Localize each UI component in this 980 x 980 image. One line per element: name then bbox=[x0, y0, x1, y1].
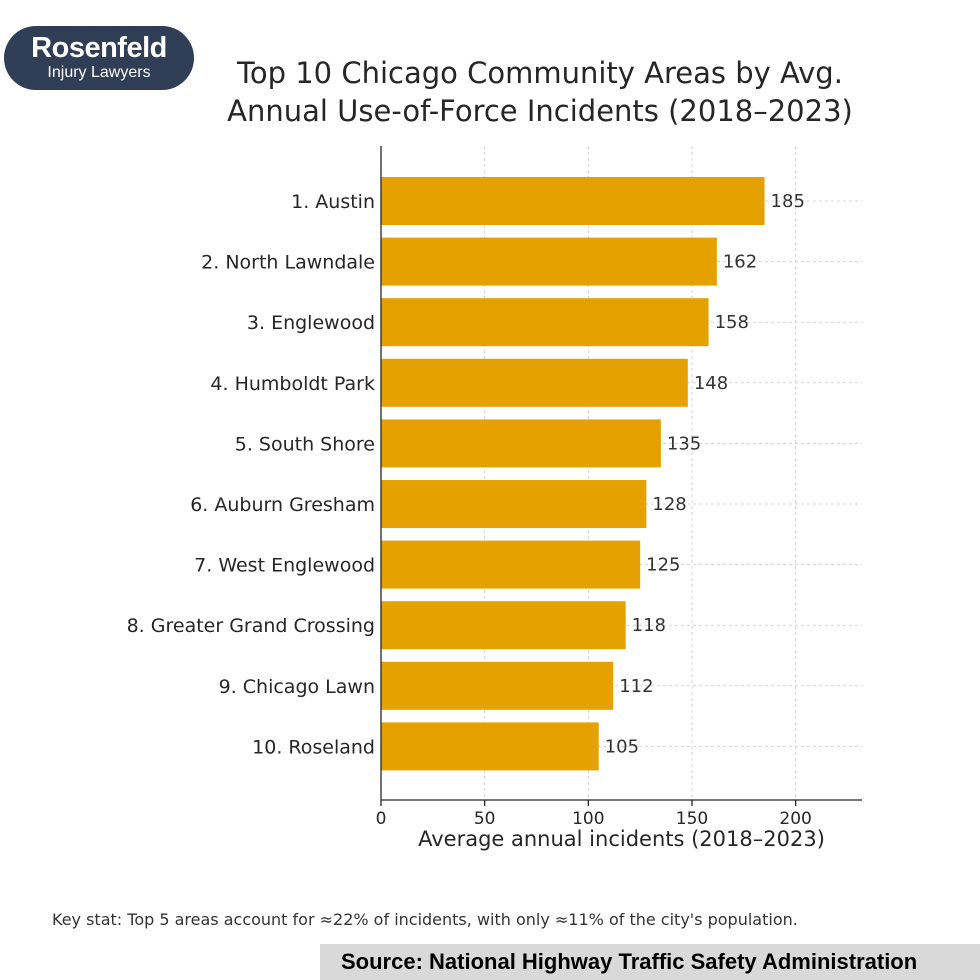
bar-7 bbox=[381, 540, 641, 589]
bar-9 bbox=[381, 661, 614, 710]
logo-name: Rosenfeld bbox=[31, 32, 167, 64]
x-tick-label-4: 200 bbox=[779, 809, 811, 829]
key-stat-note: Key stat: Top 5 areas account for ≈22% o… bbox=[52, 910, 798, 929]
category-label-4: 4. Humboldt Park bbox=[210, 373, 375, 395]
logo-tagline: Injury Lawyers bbox=[47, 64, 151, 81]
category-label-1: 1. Austin bbox=[291, 191, 375, 213]
category-label-5: 5. South Shore bbox=[235, 433, 375, 455]
value-label-3: 158 bbox=[715, 312, 749, 333]
bar-4 bbox=[381, 358, 688, 407]
category-label-7: 7. West Englewood bbox=[194, 555, 375, 577]
bar-6 bbox=[381, 480, 647, 528]
company-logo: Rosenfeld Injury Lawyers bbox=[4, 26, 194, 90]
bar-3 bbox=[381, 298, 709, 347]
category-label-10: 10. Roseland bbox=[252, 736, 375, 758]
value-label-6: 128 bbox=[652, 494, 686, 515]
bar-10 bbox=[381, 722, 599, 771]
x-tick-label-1: 50 bbox=[474, 809, 496, 829]
bar-1 bbox=[381, 177, 765, 225]
x-tick-label-2: 100 bbox=[572, 809, 604, 829]
value-label-4: 148 bbox=[694, 373, 728, 394]
category-label-6: 6. Auburn Gresham bbox=[190, 494, 375, 516]
bar-2 bbox=[381, 237, 717, 286]
category-label-3: 3. Englewood bbox=[247, 312, 375, 334]
category-label-8: 8. Greater Grand Crossing bbox=[127, 615, 375, 637]
chart-title-line-1: Top 10 Chicago Community Areas by Avg. bbox=[237, 56, 843, 90]
value-label-1: 185 bbox=[771, 191, 805, 212]
value-label-2: 162 bbox=[723, 252, 757, 273]
bar-8 bbox=[381, 601, 626, 650]
value-label-9: 112 bbox=[619, 676, 653, 697]
category-label-9: 9. Chicago Lawn bbox=[219, 676, 375, 698]
source-banner: Source: National Highway Traffic Safety … bbox=[320, 944, 980, 980]
bar-5 bbox=[381, 419, 661, 468]
chart-title-line-2: Annual Use-of-Force Incidents (2018–2023… bbox=[227, 94, 853, 128]
value-label-10: 105 bbox=[605, 736, 639, 757]
x-axis-label: Average annual incidents (2018–2023) bbox=[418, 827, 825, 851]
value-label-8: 118 bbox=[632, 615, 666, 636]
category-label-2: 2. North Lawndale bbox=[201, 252, 375, 274]
value-label-7: 125 bbox=[646, 555, 680, 576]
x-tick-label-0: 0 bbox=[376, 809, 387, 829]
value-label-5: 135 bbox=[667, 433, 701, 454]
x-tick-label-3: 150 bbox=[676, 809, 708, 829]
